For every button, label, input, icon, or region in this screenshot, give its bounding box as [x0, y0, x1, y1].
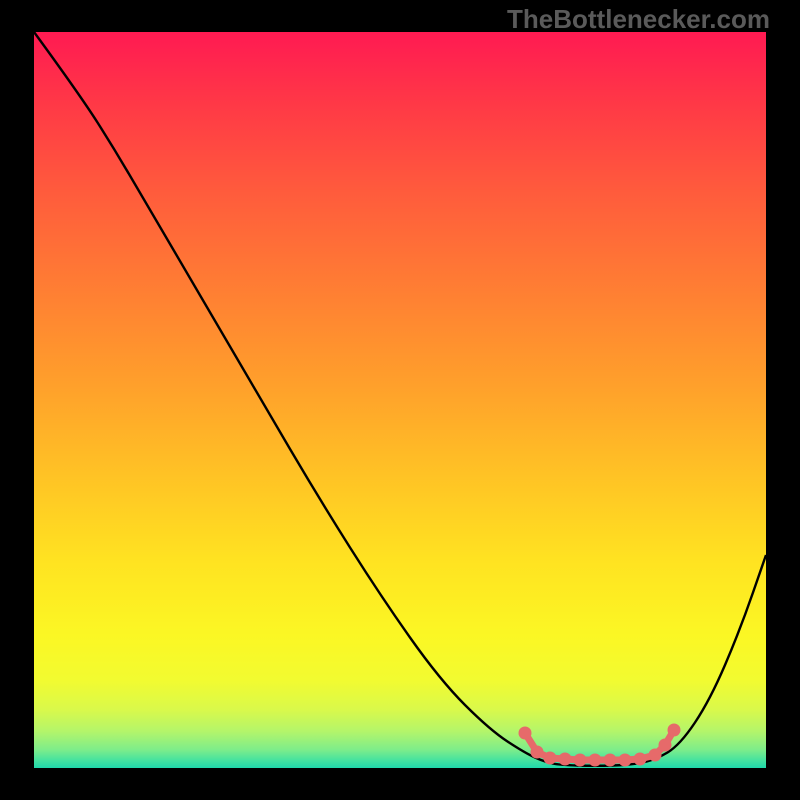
- marker-dot: [659, 739, 672, 752]
- marker-dot: [559, 753, 572, 766]
- marker-dot: [589, 754, 602, 767]
- marker-dot: [574, 754, 587, 767]
- marker-dot: [634, 753, 647, 766]
- marker-dot: [619, 754, 632, 767]
- marker-dot: [519, 727, 532, 740]
- marker-dot: [604, 754, 617, 767]
- marker-dot: [531, 746, 544, 759]
- marker-dot: [544, 752, 557, 765]
- bottleneck-chart: [0, 0, 800, 800]
- watermark-text: TheBottlenecker.com: [507, 4, 770, 35]
- marker-dot: [668, 724, 681, 737]
- marker-dot: [649, 749, 662, 762]
- gradient-background: [34, 32, 766, 768]
